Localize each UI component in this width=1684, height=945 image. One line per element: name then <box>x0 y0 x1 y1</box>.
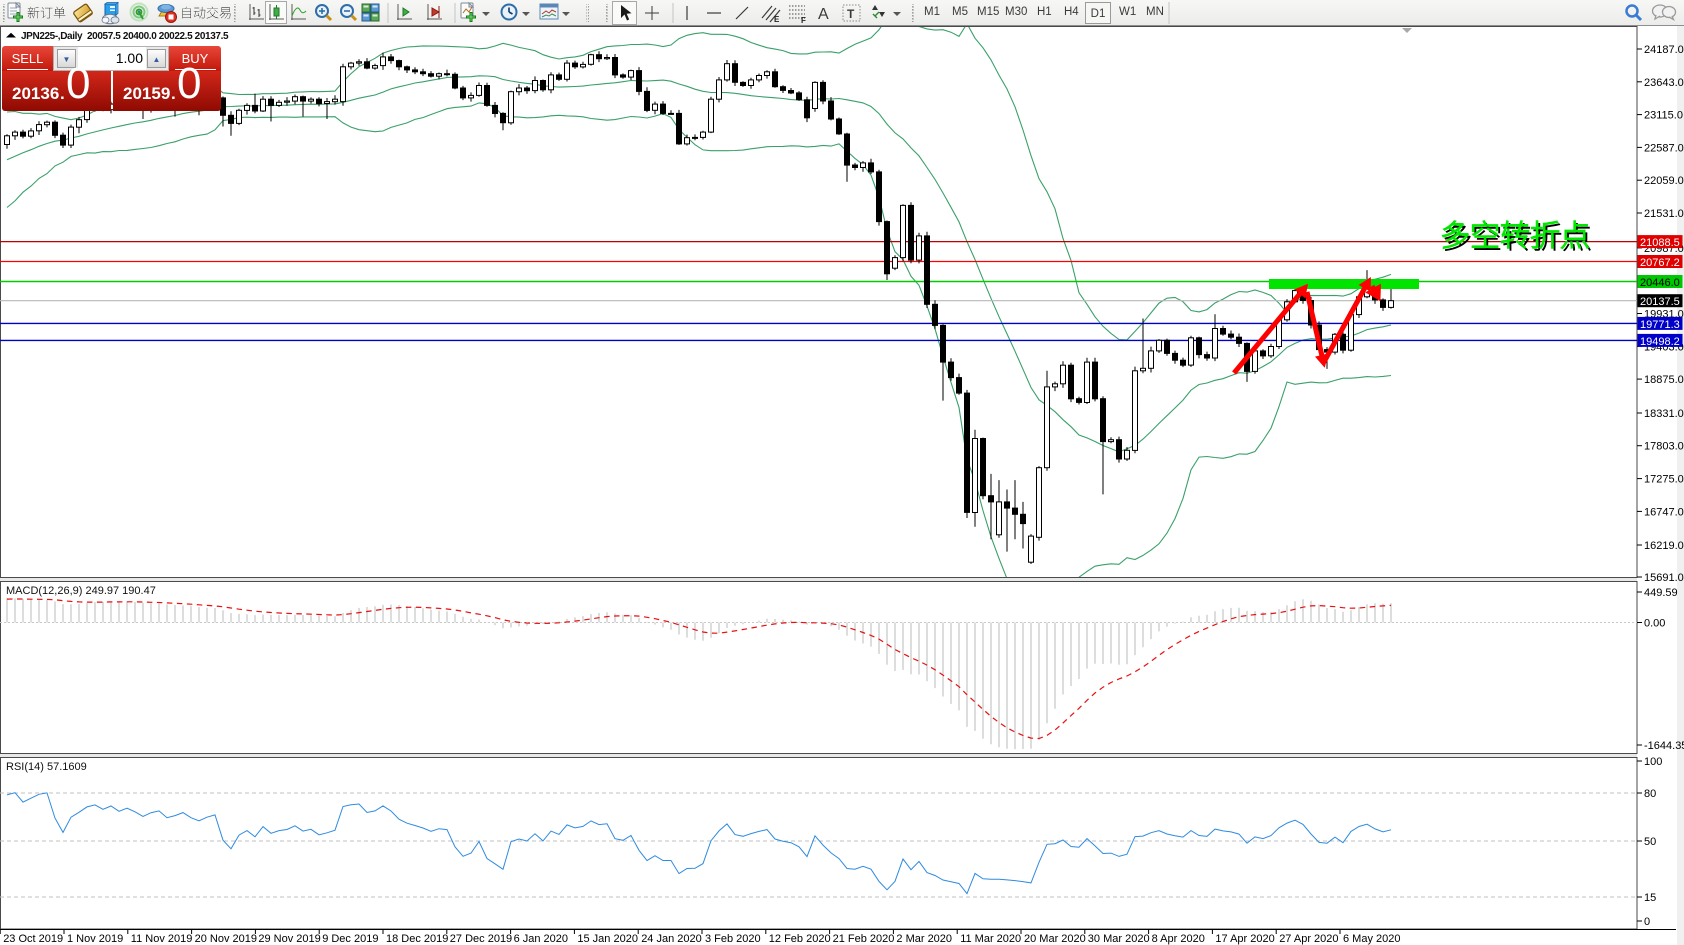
svg-text:8 Apr 2020: 8 Apr 2020 <box>1152 933 1205 945</box>
svg-text:2 Mar 2020: 2 Mar 2020 <box>896 933 952 945</box>
svg-text:21088.5: 21088.5 <box>1640 237 1680 249</box>
svg-text:23643.0: 23643.0 <box>1644 77 1684 89</box>
svg-text:12 Feb 2020: 12 Feb 2020 <box>769 933 831 945</box>
svg-text:27 Apr 2020: 27 Apr 2020 <box>1279 933 1338 945</box>
svg-text:17275.0: 17275.0 <box>1644 474 1684 486</box>
svg-text:11 Nov 2019: 11 Nov 2019 <box>131 933 193 945</box>
svg-text:E: E <box>774 15 780 24</box>
svg-text:19498.2: 19498.2 <box>1640 336 1680 348</box>
svg-text:11 Mar 2020: 11 Mar 2020 <box>960 933 1021 945</box>
svg-text:20 Mar 2020: 20 Mar 2020 <box>1024 933 1086 945</box>
svg-text:MACD(12,26,9) 249.97 190.47: MACD(12,26,9) 249.97 190.47 <box>6 585 156 597</box>
svg-text:3 Feb 2020: 3 Feb 2020 <box>705 933 761 945</box>
svg-text:20767.2: 20767.2 <box>1640 257 1680 269</box>
svg-text:18331.0: 18331.0 <box>1644 408 1684 420</box>
svg-text:30 Mar 2020: 30 Mar 2020 <box>1088 933 1150 945</box>
svg-text:T: T <box>847 7 855 21</box>
svg-text:18 Dec 2019: 18 Dec 2019 <box>386 933 448 945</box>
svg-text:20446.0: 20446.0 <box>1640 277 1680 289</box>
svg-text:23115.0: 23115.0 <box>1644 110 1683 122</box>
svg-text:F: F <box>801 16 806 25</box>
svg-text:RSI(14) 57.1609: RSI(14) 57.1609 <box>6 761 87 773</box>
svg-text:24 Jan 2020: 24 Jan 2020 <box>641 933 702 945</box>
svg-text:-1644.35: -1644.35 <box>1644 740 1684 752</box>
svg-text:22059.0: 22059.0 <box>1644 175 1684 187</box>
svg-text:17803.0: 17803.0 <box>1644 441 1684 453</box>
svg-text:20 Nov 2019: 20 Nov 2019 <box>195 933 257 945</box>
svg-text:15691.0: 15691.0 <box>1644 572 1684 584</box>
svg-text:17 Apr 2020: 17 Apr 2020 <box>1215 933 1274 945</box>
svg-text:449.59: 449.59 <box>1644 587 1678 599</box>
svg-text:6 May 2020: 6 May 2020 <box>1343 933 1400 945</box>
svg-text:18875.0: 18875.0 <box>1644 374 1684 386</box>
svg-text:23 Oct 2019: 23 Oct 2019 <box>3 933 63 945</box>
svg-text:9 Dec 2019: 9 Dec 2019 <box>322 933 378 945</box>
svg-text:19771.3: 19771.3 <box>1640 319 1680 331</box>
svg-text:21 Feb 2020: 21 Feb 2020 <box>833 933 895 945</box>
svg-text:50: 50 <box>1644 836 1656 848</box>
svg-text:15 Jan 2020: 15 Jan 2020 <box>577 933 638 945</box>
svg-text:16219.0: 16219.0 <box>1644 540 1684 552</box>
svg-text:80: 80 <box>1644 788 1656 800</box>
svg-text:A: A <box>818 6 829 23</box>
svg-text:20137.5: 20137.5 <box>1640 296 1680 308</box>
svg-text:6 Jan 2020: 6 Jan 2020 <box>514 933 568 945</box>
svg-text:24187.0: 24187.0 <box>1644 44 1684 56</box>
svg-text:0.00: 0.00 <box>1644 618 1665 630</box>
svg-text:0: 0 <box>1644 916 1650 928</box>
svg-text:JPN225-,Daily 20057.5 20400.0: JPN225-,Daily 20057.5 20400.0 20022.5 20… <box>21 31 229 42</box>
svg-text:22587.0: 22587.0 <box>1644 142 1684 154</box>
svg-text:15: 15 <box>1644 892 1656 904</box>
svg-text:27 Dec 2019: 27 Dec 2019 <box>450 933 512 945</box>
svg-text:1 Nov 2019: 1 Nov 2019 <box>67 933 123 945</box>
svg-text:21531.0: 21531.0 <box>1644 208 1684 220</box>
svg-text:16747.0: 16747.0 <box>1644 506 1684 518</box>
svg-text:29 Nov 2019: 29 Nov 2019 <box>258 933 320 945</box>
svg-text:100: 100 <box>1644 756 1662 768</box>
